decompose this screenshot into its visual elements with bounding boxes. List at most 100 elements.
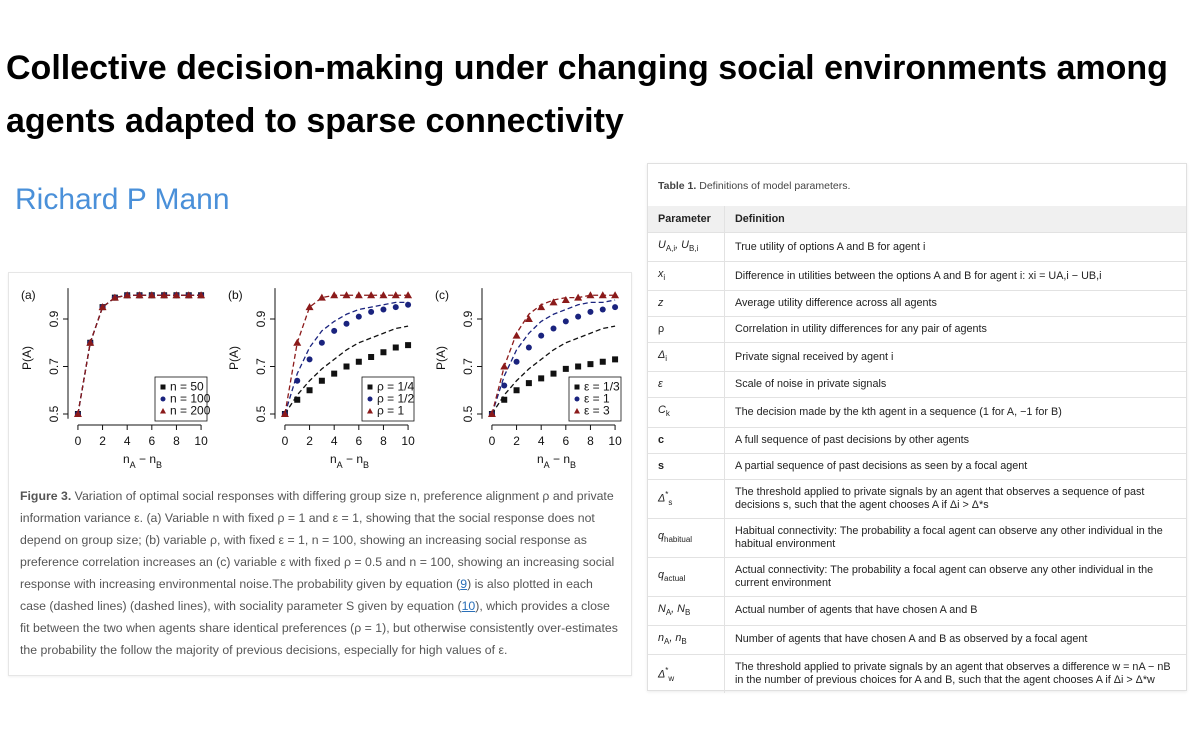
marker-triangle — [611, 291, 620, 299]
x-tick-label: 8 — [587, 434, 594, 448]
marker-circle — [612, 304, 619, 311]
y-tick-label: 0.5 — [254, 405, 268, 422]
marker-circle — [587, 308, 594, 315]
series — [281, 301, 412, 417]
marker-triangle — [404, 291, 413, 299]
parameter-cell: Δi — [648, 342, 725, 372]
marker-triangle — [86, 338, 95, 346]
legend-label: ε = 3 — [584, 404, 610, 418]
marker-triangle — [98, 303, 107, 311]
parameter-cell: ρ — [648, 316, 725, 343]
header-cell: Parameter — [648, 206, 725, 233]
legend-square — [160, 384, 166, 390]
equation-link[interactable]: 10 — [461, 599, 476, 613]
marker-circle — [306, 356, 313, 363]
caption-label: Figure 3. — [20, 489, 72, 503]
marker-triangle — [549, 298, 558, 306]
definition-cell: True utility of options A and B for agen… — [724, 231, 1186, 262]
subscript: habitual — [664, 534, 693, 544]
x-axis-label: nA − nB — [330, 452, 369, 470]
symbol: U — [658, 239, 666, 251]
definition-cell: Difference in utilities between the opti… — [724, 261, 1186, 291]
marker-triangle — [537, 303, 546, 311]
marker-square — [501, 396, 508, 403]
table-row: s A partial sequence of past decisions as… — [648, 452, 1186, 480]
marker-square — [550, 370, 557, 377]
caption-text: Variation of optimal social responses wi… — [20, 489, 615, 591]
marker-square — [562, 365, 569, 372]
fit-curve — [77, 294, 202, 415]
author: Richard P Mann — [15, 183, 230, 216]
definition-cell: Actual number of agents that have chosen… — [724, 595, 1186, 626]
marker-square — [538, 375, 545, 382]
y-tick-label: 0.5 — [47, 405, 61, 422]
x-tick-label: 4 — [538, 434, 545, 448]
marker-square — [599, 358, 606, 365]
x-tick-label: 2 — [99, 434, 106, 448]
parameter-cell: nA, nB — [648, 624, 725, 655]
symbol: C — [658, 404, 666, 417]
legend-circle — [160, 396, 166, 402]
axis-label-part: − n — [343, 452, 363, 466]
marker-triangle — [354, 291, 363, 299]
panel-label: (c) — [435, 288, 449, 302]
table-row: ε Scale of noise in private signals — [648, 371, 1186, 398]
symbol: Δ — [658, 349, 666, 362]
table-title: Table 1. Definitions of model parameters… — [658, 180, 850, 192]
marker-circle — [501, 382, 508, 389]
x-tick-label: 0 — [282, 434, 289, 448]
legend-label: ε = 1 — [584, 392, 610, 406]
marker-triangle — [317, 293, 326, 301]
legend-label: n = 50 — [170, 380, 204, 394]
subscript: A,i — [665, 244, 676, 254]
x-tick-label: 10 — [608, 434, 622, 448]
x-tick-label: 10 — [194, 434, 208, 448]
marker-circle — [380, 306, 387, 313]
table-row: xi Difference in utilities between the op… — [648, 261, 1186, 291]
marker-circle — [405, 301, 412, 308]
marker-triangle — [160, 291, 169, 299]
equation-link[interactable]: 9 — [460, 577, 468, 591]
legend-triangle — [367, 408, 373, 414]
table-row: z Average utility difference across all a… — [648, 290, 1186, 317]
marker-circle — [368, 308, 375, 315]
axis-label-sub: A — [544, 460, 550, 470]
legend-label: ρ = 1 — [377, 404, 405, 418]
x-axis-label: nA − nB — [537, 452, 576, 470]
parameter-cell: Δ*w — [648, 653, 725, 693]
symbol: x — [658, 268, 664, 281]
marker-circle — [331, 327, 338, 334]
table-row: qactual Actual connectivity: The probabil… — [648, 556, 1186, 597]
legend-circle — [574, 396, 580, 402]
symbol: s — [658, 459, 665, 472]
definition-cell: Number of agents that have chosen A and … — [724, 624, 1186, 655]
marker-square — [380, 349, 387, 356]
legend: ε = 1/3ε = 1ε = 3 — [568, 376, 622, 422]
definition-cell: Habitual connectivity: The probability a… — [724, 517, 1186, 558]
x-tick-label: 4 — [124, 434, 131, 448]
axis-label-sub: A — [130, 460, 136, 470]
marker-square — [294, 396, 301, 403]
legend-triangle — [160, 408, 166, 414]
marker-square — [587, 361, 594, 368]
parameter-cell: c — [648, 426, 725, 454]
y-tick-label: 0.5 — [461, 405, 475, 422]
marker-triangle — [305, 303, 314, 311]
symbol: c — [658, 433, 665, 446]
x-tick-label: 6 — [355, 434, 362, 448]
legend-label: ρ = 1/2 — [377, 392, 415, 406]
legend-label: ε = 1/3 — [584, 380, 620, 394]
marker-square — [368, 354, 375, 360]
marker-triangle — [598, 291, 607, 299]
marker-triangle — [500, 362, 509, 370]
y-axis-label: P(A) — [20, 346, 34, 370]
table-row: nA, nB Number of agents that have chosen … — [648, 624, 1186, 655]
y-tick-label: 0.7 — [47, 358, 61, 375]
axis-label-part: − n — [550, 452, 570, 466]
marker-triangle — [487, 410, 496, 417]
definition-cell: A full sequence of past decisions by oth… — [724, 426, 1186, 454]
y-axis-label: P(A) — [227, 346, 241, 370]
parameter-cell: ε — [648, 371, 725, 398]
